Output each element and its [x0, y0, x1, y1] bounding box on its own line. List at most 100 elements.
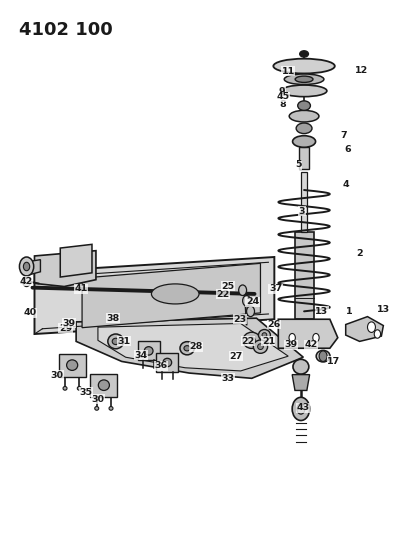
- Ellipse shape: [144, 346, 153, 355]
- Text: 34: 34: [134, 351, 147, 360]
- Text: 25: 25: [221, 281, 234, 290]
- Ellipse shape: [248, 337, 255, 344]
- Ellipse shape: [67, 360, 77, 370]
- Text: 1: 1: [346, 307, 352, 316]
- Circle shape: [22, 276, 30, 287]
- Text: 30: 30: [91, 395, 104, 404]
- Circle shape: [373, 330, 380, 338]
- Circle shape: [367, 322, 375, 333]
- Text: 3: 3: [298, 207, 305, 216]
- Polygon shape: [34, 251, 96, 287]
- Circle shape: [288, 334, 295, 342]
- Text: 8: 8: [278, 100, 285, 109]
- Text: 31: 31: [117, 337, 130, 346]
- Text: 37: 37: [268, 284, 282, 293]
- Text: 21: 21: [261, 337, 274, 346]
- Text: 6: 6: [344, 145, 350, 154]
- Circle shape: [246, 306, 254, 317]
- FancyBboxPatch shape: [301, 172, 306, 232]
- Ellipse shape: [297, 101, 310, 110]
- FancyBboxPatch shape: [90, 374, 117, 397]
- Circle shape: [19, 257, 34, 276]
- FancyBboxPatch shape: [59, 353, 85, 377]
- Text: 36: 36: [154, 361, 168, 370]
- Ellipse shape: [294, 76, 312, 83]
- Text: 13: 13: [314, 307, 328, 316]
- Ellipse shape: [281, 85, 326, 96]
- Text: 2: 2: [355, 249, 362, 258]
- Text: 42: 42: [304, 340, 317, 349]
- Polygon shape: [76, 318, 302, 378]
- Ellipse shape: [109, 407, 113, 410]
- Polygon shape: [345, 317, 383, 342]
- Text: 7: 7: [340, 131, 346, 140]
- Ellipse shape: [261, 333, 266, 337]
- Polygon shape: [60, 244, 92, 277]
- Text: 43: 43: [296, 403, 309, 413]
- Ellipse shape: [112, 338, 119, 344]
- Ellipse shape: [243, 332, 260, 349]
- Text: 45: 45: [276, 92, 289, 101]
- Ellipse shape: [107, 334, 124, 349]
- Polygon shape: [82, 263, 260, 328]
- Polygon shape: [24, 260, 41, 276]
- Text: 27: 27: [229, 352, 242, 361]
- Text: 35: 35: [79, 387, 92, 397]
- Text: 28: 28: [189, 342, 203, 351]
- Circle shape: [296, 403, 304, 414]
- Circle shape: [292, 397, 309, 421]
- Text: 29: 29: [59, 324, 72, 333]
- Ellipse shape: [98, 380, 109, 391]
- Ellipse shape: [296, 123, 311, 134]
- Ellipse shape: [292, 136, 315, 147]
- Ellipse shape: [299, 51, 308, 57]
- Text: 26: 26: [267, 320, 280, 329]
- Ellipse shape: [184, 345, 190, 351]
- FancyBboxPatch shape: [294, 232, 313, 319]
- Ellipse shape: [162, 358, 171, 367]
- Ellipse shape: [77, 386, 81, 390]
- Circle shape: [318, 351, 326, 361]
- Text: 39: 39: [284, 340, 297, 349]
- Text: 40: 40: [23, 309, 36, 318]
- Ellipse shape: [273, 59, 334, 74]
- Text: 22: 22: [241, 337, 254, 346]
- Text: 24: 24: [245, 297, 259, 306]
- Text: 5: 5: [294, 160, 301, 169]
- Ellipse shape: [292, 359, 308, 374]
- FancyBboxPatch shape: [298, 147, 308, 169]
- Text: 22: 22: [216, 290, 229, 299]
- Ellipse shape: [151, 284, 198, 304]
- Ellipse shape: [95, 407, 99, 410]
- Text: 11: 11: [281, 67, 294, 76]
- Polygon shape: [34, 257, 273, 334]
- Text: 4: 4: [342, 180, 348, 189]
- Polygon shape: [277, 319, 337, 348]
- Ellipse shape: [315, 350, 329, 362]
- Text: 23: 23: [233, 315, 246, 324]
- Ellipse shape: [257, 344, 263, 350]
- Text: 42: 42: [19, 277, 32, 286]
- Polygon shape: [98, 324, 288, 371]
- Ellipse shape: [288, 110, 318, 122]
- Polygon shape: [292, 375, 309, 391]
- FancyBboxPatch shape: [156, 353, 178, 372]
- Ellipse shape: [180, 342, 194, 355]
- FancyBboxPatch shape: [137, 342, 159, 360]
- Text: 38: 38: [106, 314, 119, 322]
- Text: 13: 13: [376, 305, 389, 314]
- Text: 39: 39: [63, 319, 76, 328]
- Ellipse shape: [63, 386, 67, 390]
- Ellipse shape: [284, 74, 323, 85]
- Ellipse shape: [253, 340, 267, 353]
- Circle shape: [312, 334, 318, 342]
- Text: 4102 100: 4102 100: [18, 21, 112, 39]
- Text: 41: 41: [75, 284, 88, 293]
- Circle shape: [23, 262, 30, 271]
- Ellipse shape: [258, 329, 270, 341]
- Text: 30: 30: [50, 370, 63, 379]
- Text: 9: 9: [278, 87, 285, 96]
- Circle shape: [238, 285, 246, 295]
- Text: 17: 17: [326, 357, 340, 366]
- Text: 33: 33: [221, 374, 234, 383]
